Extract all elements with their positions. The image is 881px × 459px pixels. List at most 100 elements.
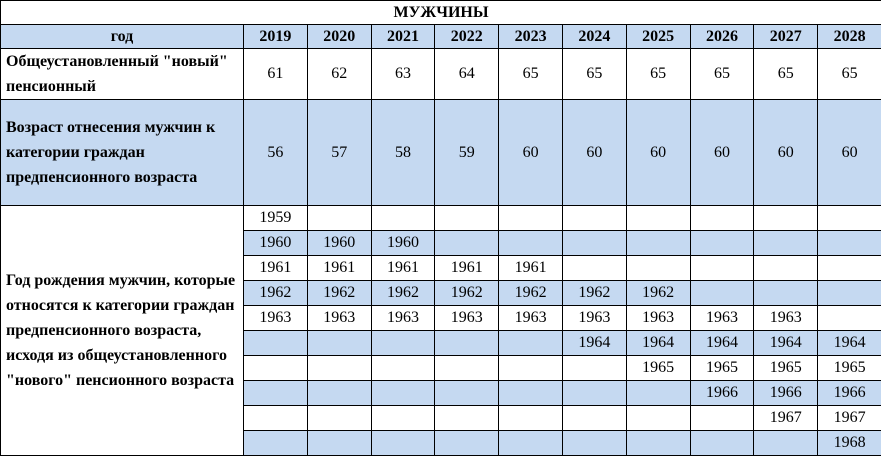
birth-year-cell	[434, 380, 500, 406]
birth-year-cell	[753, 255, 819, 281]
birth-year-cell	[689, 230, 755, 256]
birth-year-cell: 1964	[625, 330, 691, 356]
age-value: 60	[817, 99, 881, 206]
age-value: 65	[498, 48, 563, 100]
year-header: 2027	[753, 24, 819, 49]
year-header: 2025	[625, 24, 691, 49]
birth-year-cell	[753, 430, 819, 456]
birth-year-cell: 1962	[625, 280, 691, 306]
age-value: 60	[561, 99, 627, 206]
birth-year-cell	[561, 380, 627, 406]
year-header: 2021	[370, 24, 436, 49]
birth-year-cell	[561, 355, 627, 381]
age-value: 63	[370, 48, 436, 100]
birth-year-cell	[561, 205, 627, 231]
birth-year-cell	[625, 380, 691, 406]
birth-year-cell: 1963	[689, 305, 755, 331]
birth-year-cell	[498, 405, 563, 431]
birth-year-cell	[243, 355, 308, 381]
birth-year-cell	[689, 255, 755, 281]
table-row: МУЖЧИНЫ	[0, 0, 881, 25]
row-label: Общеустановленный "новый" пенсионный	[0, 48, 244, 100]
birth-year-cell	[370, 430, 436, 456]
birth-year-cell: 1963	[306, 305, 372, 331]
birth-year-cell	[370, 205, 436, 231]
age-value: 58	[370, 99, 436, 206]
birth-year-cell: 1962	[306, 280, 372, 306]
birth-year-cell: 1964	[561, 330, 627, 356]
year-header: 2023	[498, 24, 563, 49]
age-value: 65	[753, 48, 819, 100]
year-header: 2028	[817, 24, 881, 49]
age-value: 65	[625, 48, 691, 100]
row-label: Возраст отнесения мужчин к категории гра…	[0, 99, 244, 206]
birth-year-cell	[625, 205, 691, 231]
birth-year-cell: 1964	[689, 330, 755, 356]
birth-year-cell	[689, 280, 755, 306]
birth-year-cell	[370, 405, 436, 431]
birth-year-cell	[625, 405, 691, 431]
table-row: год 2019 2020 2021 2022 2023 2024 2025 2026 2027 2…	[0, 24, 881, 49]
birth-year-cell	[498, 380, 563, 406]
birth-year-cell	[561, 405, 627, 431]
birth-year-cell	[434, 330, 500, 356]
birth-year-cell: 1961	[243, 255, 308, 281]
birth-year-cell	[689, 430, 755, 456]
birth-year-cell: 1961	[306, 255, 372, 281]
birth-year-cell	[817, 230, 881, 256]
birth-year-cell	[243, 405, 308, 431]
birth-year-cell	[817, 280, 881, 306]
birth-year-cell: 1963	[753, 305, 819, 331]
birth-year-cell	[306, 330, 372, 356]
birth-year-cell	[306, 380, 372, 406]
age-value: 57	[306, 99, 372, 206]
age-value: 60	[689, 99, 755, 206]
birth-year-cell	[306, 405, 372, 431]
birth-year-cell	[753, 230, 819, 256]
birth-year-cell: 1963	[625, 305, 691, 331]
year-header: 2022	[434, 24, 500, 49]
birth-year-cell	[625, 255, 691, 281]
birth-year-cell: 1961	[498, 255, 563, 281]
year-header: 2024	[561, 24, 627, 49]
birth-year-cell	[561, 255, 627, 281]
birth-year-cell: 1963	[243, 305, 308, 331]
table-row: 1966 1966 1966	[0, 380, 881, 406]
birth-year-cell: 1965	[753, 355, 819, 381]
header-label: год	[0, 24, 244, 49]
age-value: 65	[817, 48, 881, 100]
birth-year-cell	[434, 230, 500, 256]
birth-year-cell	[434, 405, 500, 431]
birth-year-cell: 1965	[625, 355, 691, 381]
age-value: 61	[243, 48, 308, 100]
birth-year-cell	[434, 355, 500, 381]
birth-year-cell	[370, 355, 436, 381]
birth-year-cell: 1964	[753, 330, 819, 356]
birth-year-cell	[817, 255, 881, 281]
birth-year-cell	[370, 380, 436, 406]
birth-year-cell: 1961	[370, 255, 436, 281]
birth-year-cell: 1966	[689, 380, 755, 406]
birth-year-cell: 1963	[370, 305, 436, 331]
birth-year-cell	[434, 205, 500, 231]
birth-year-cell	[370, 330, 436, 356]
age-value: 56	[243, 99, 308, 206]
birth-year-cell	[243, 330, 308, 356]
birth-year-cell	[243, 380, 308, 406]
age-value: 60	[498, 99, 563, 206]
birth-year-cell	[753, 205, 819, 231]
birth-year-cell: 1967	[753, 405, 819, 431]
birth-year-cell	[498, 330, 563, 356]
birth-years-label: Год рождения мужчин, которые относятся к…	[0, 205, 244, 456]
age-value: 65	[689, 48, 755, 100]
birth-year-cell: 1968	[817, 430, 881, 456]
table-row: 1960 1960 1960	[0, 230, 881, 256]
birth-year-cell	[306, 430, 372, 456]
birth-year-cell	[625, 230, 691, 256]
birth-year-cell	[434, 430, 500, 456]
birth-year-cell: 1960	[306, 230, 372, 256]
birth-year-cell	[498, 355, 563, 381]
birth-year-cell: 1959	[243, 205, 308, 231]
birth-year-cell: 1963	[434, 305, 500, 331]
birth-year-cell	[498, 430, 563, 456]
